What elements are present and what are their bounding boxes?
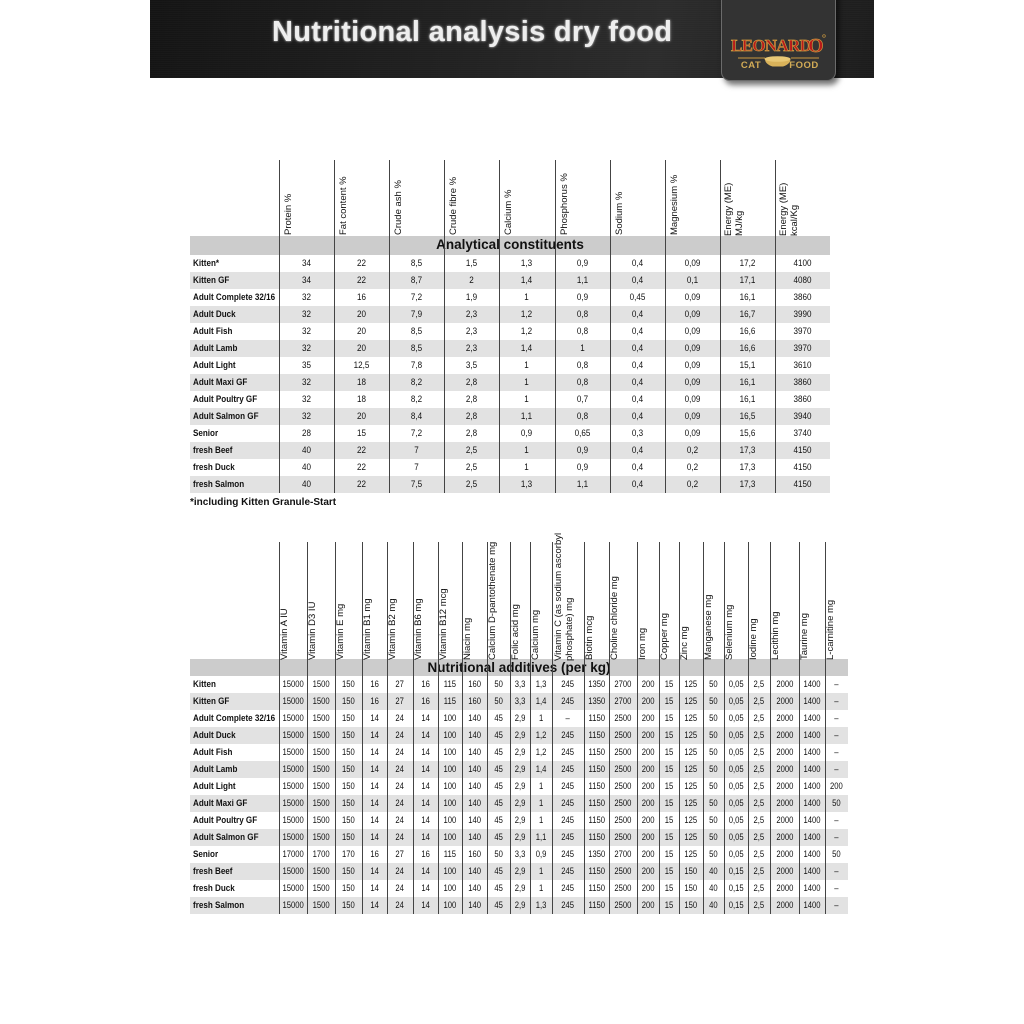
svg-text:O: O — [808, 35, 824, 57]
svg-text:LEONARD: LEONARD — [731, 36, 812, 55]
svg-text:FOOD: FOOD — [789, 60, 818, 71]
svg-text:CAT: CAT — [741, 60, 761, 71]
